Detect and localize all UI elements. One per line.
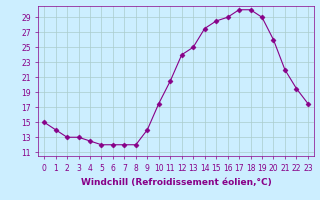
X-axis label: Windchill (Refroidissement éolien,°C): Windchill (Refroidissement éolien,°C) [81,178,271,187]
